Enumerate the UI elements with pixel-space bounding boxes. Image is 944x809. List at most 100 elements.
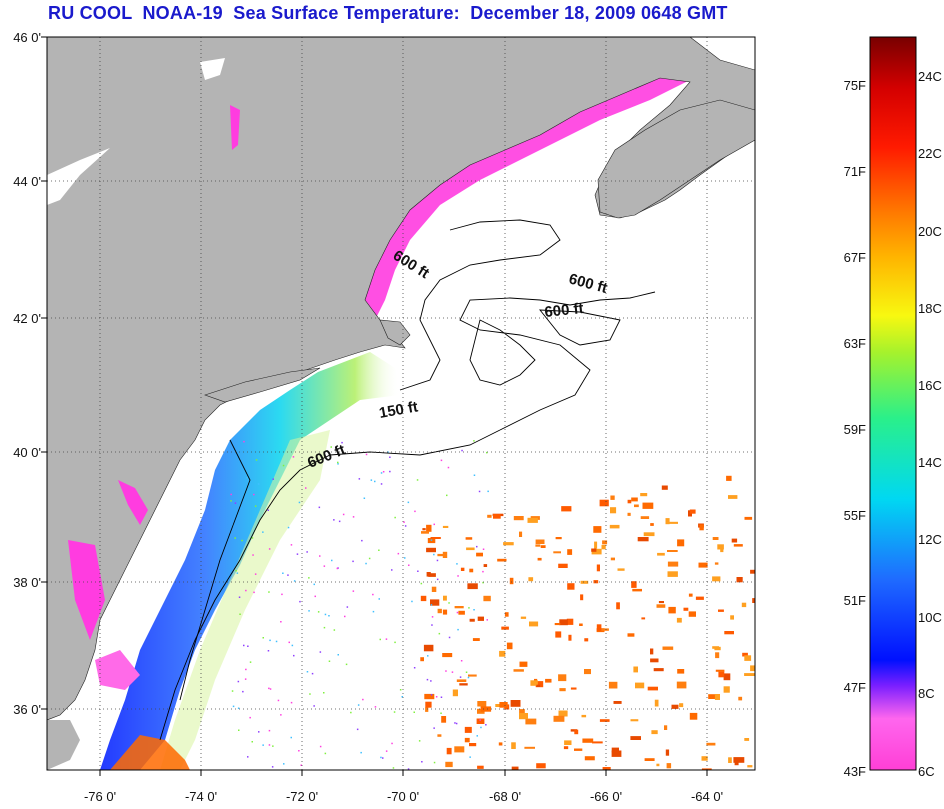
colorbar-c-label: 24C: [918, 69, 942, 84]
sst-speckle: [436, 559, 439, 562]
sst-speckle: [558, 563, 568, 568]
sst-speckle: [299, 600, 301, 603]
sst-speckle: [676, 681, 687, 689]
sst-speckle: [391, 742, 393, 745]
sst-speckle: [268, 687, 270, 690]
sst-speckle: [330, 446, 332, 448]
sst-speckle: [323, 692, 325, 694]
sst-speckle: [642, 502, 654, 509]
sst-speckle: [460, 567, 465, 571]
sst-speckle: [290, 701, 293, 704]
sst-speckle: [341, 441, 343, 444]
sst-speckle: [519, 713, 528, 720]
sst-speckle: [253, 493, 255, 496]
sst-speckle: [706, 742, 716, 746]
sst-speckle: [536, 763, 546, 769]
sst-speckle: [247, 645, 249, 647]
sst-speckle: [237, 680, 240, 683]
sst-speckle: [442, 525, 449, 528]
sst-speckle: [455, 722, 458, 725]
sst-speckle: [487, 490, 489, 493]
bay: [118, 480, 148, 525]
sst-speckle: [695, 596, 704, 600]
sst-speckle: [460, 660, 463, 662]
sst-speckle: [430, 539, 433, 541]
sst-speckle: [361, 539, 363, 542]
sst-speckle: [457, 575, 459, 577]
sst-speckle: [251, 537, 254, 539]
sst-speckle: [574, 748, 583, 751]
sst-speckle: [750, 665, 755, 672]
sst-speckle: [728, 495, 738, 499]
sst-speckle: [255, 459, 258, 461]
sst-speckle: [469, 618, 475, 622]
sst-speckle: [469, 568, 474, 573]
sst-speckle: [714, 694, 720, 700]
sst-speckle: [581, 714, 587, 718]
sst-speckle: [411, 600, 413, 603]
sst-speckle: [288, 641, 290, 644]
sst-speckle: [350, 711, 352, 714]
sst-speckle: [399, 689, 402, 691]
sst-speckle: [728, 757, 732, 763]
sst-speckle: [499, 650, 506, 657]
sst-speckle: [513, 516, 524, 521]
sst-speckle: [633, 666, 638, 673]
colorbar-f-label: 47F: [843, 680, 866, 695]
sst-speckle: [482, 548, 485, 550]
sst-speckle: [420, 595, 427, 602]
sst-speckle: [363, 497, 366, 499]
sst-speckle: [540, 545, 546, 548]
sst-speckle: [520, 616, 527, 619]
sst-speckle: [379, 638, 381, 641]
sst-speckle: [452, 689, 458, 697]
sst-speckle: [407, 768, 410, 770]
sst-speckle: [513, 669, 524, 672]
lat-tick-label: 44 0': [13, 174, 41, 189]
sst-speckle: [593, 526, 602, 533]
sst-speckle: [441, 716, 447, 723]
sst-speckle: [493, 514, 501, 519]
sst-speckle: [345, 663, 348, 666]
sst-speckle: [245, 589, 247, 592]
sst-speckle: [529, 621, 539, 627]
sst-speckle: [733, 544, 743, 547]
sst-speckle: [282, 464, 285, 467]
sst-speckle: [319, 555, 321, 557]
sst-speckle: [440, 696, 443, 698]
sst-speckle: [249, 661, 252, 663]
sst-speckle: [319, 745, 322, 748]
sst-speckle: [426, 678, 429, 681]
sst-speckle: [352, 590, 355, 592]
sst-speckle: [601, 544, 606, 550]
sst-speckle: [468, 607, 470, 609]
sst-warm-corner: [110, 735, 190, 770]
sst-speckle: [635, 682, 645, 689]
sst-speckle: [362, 698, 364, 701]
sst-speckle: [272, 478, 274, 480]
sst-speckle: [382, 471, 385, 473]
sst-speckle: [458, 610, 465, 615]
sst-speckle: [306, 551, 308, 553]
sst-speckle: [609, 524, 620, 529]
sst-speckle: [477, 616, 484, 621]
colorbar-f-label: 51F: [843, 593, 866, 608]
sst-speckle: [567, 583, 575, 590]
sst-speckle: [566, 618, 574, 625]
sst-speckle: [420, 582, 423, 585]
sst-speckle: [501, 626, 509, 630]
sst-speckle: [584, 638, 589, 642]
sst-speckle: [269, 639, 271, 642]
colorbar-f-label: 67F: [843, 250, 866, 265]
sst-speckle: [561, 506, 572, 512]
sst-speckle: [511, 766, 519, 770]
lon-tick-label: -74 0': [185, 789, 217, 804]
sst-speckle: [428, 573, 436, 577]
sst-speckle: [440, 459, 443, 462]
sst-speckle: [564, 740, 572, 745]
sst-speckle: [426, 547, 436, 553]
sst-speckle: [511, 742, 516, 749]
sst-speckle: [477, 701, 487, 707]
sst-speckle: [723, 673, 731, 681]
sst-speckle: [268, 548, 271, 550]
